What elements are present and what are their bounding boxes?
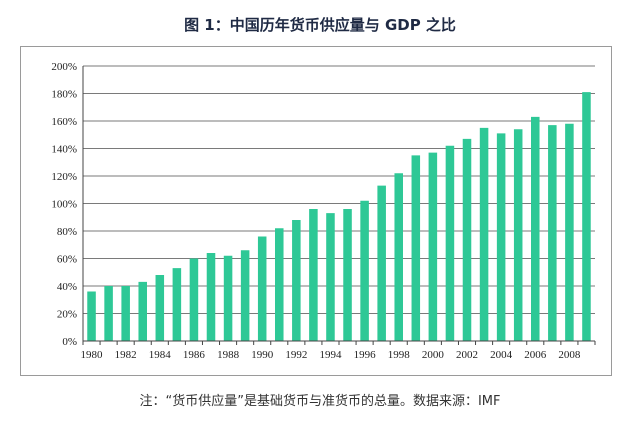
bar-1989 <box>240 250 250 341</box>
x-tick-label: 1994 <box>319 349 342 361</box>
money-supply-gdp-bar-chart: 0% 20% 40% 60% 80% 100% 120% 140% 160% 180% 200% 1… <box>51 61 596 361</box>
bar-2002 <box>462 138 472 341</box>
x-tick-labels: 1980 1982 1984 1986 1988 1990 1992 1994 1996 1998… <box>81 349 581 361</box>
bar-2005 <box>513 129 523 341</box>
bar-2009 <box>582 92 591 341</box>
x-tick-label: 1988 <box>217 349 240 361</box>
bar-1998 <box>394 173 403 341</box>
x-tick-label: 1992 <box>285 349 307 361</box>
bar-2008 <box>565 123 574 341</box>
bar-1996 <box>360 200 369 341</box>
x-tick-label: 1980 <box>81 349 104 361</box>
bar-1990 <box>257 236 267 341</box>
y-tick-label: 160% <box>51 116 77 128</box>
axes <box>82 66 596 345</box>
y-tick-label: 20% <box>57 309 77 321</box>
bar-1991 <box>275 228 284 341</box>
y-tick-label: 80% <box>57 226 77 238</box>
y-tick-labels: 0% 20% 40% 60% 80% 100% 120% 140% 160% 180% 200% <box>51 61 77 348</box>
x-tick-label: 1984 <box>149 349 172 361</box>
y-tick-label: 100% <box>51 199 77 211</box>
bar-1983 <box>138 281 147 341</box>
bar-2004 <box>496 133 506 341</box>
y-tick-label: 60% <box>57 254 77 266</box>
y-tick-label: 180% <box>51 89 77 101</box>
bar-1988 <box>223 255 233 341</box>
bar-1981 <box>104 286 113 341</box>
y-tick-label: 140% <box>51 144 77 156</box>
bar-2001 <box>445 145 455 341</box>
footnote: 注：“货币供应量”是基础货币与准货币的总量。数据来源：IMF <box>139 394 501 409</box>
chart-title: 图 1：中国历年货币供应量与 GDP 之比 <box>184 16 456 34</box>
bar-1987 <box>206 253 216 341</box>
bar-1993 <box>309 209 318 341</box>
chart-frame: 0% 20% 40% 60% 80% 100% 120% 140% 160% 180% 200% 1… <box>20 46 612 376</box>
x-tick-label: 1998 <box>388 349 411 361</box>
gridlines <box>83 65 595 314</box>
bar-2006 <box>531 116 540 341</box>
bars <box>87 92 591 341</box>
x-tick-label: 2002 <box>456 349 478 361</box>
y-tick-label: 200% <box>51 61 77 73</box>
x-tick-label: 2004 <box>490 349 512 361</box>
x-tick-label: 2006 <box>524 349 547 361</box>
x-tick-label: 2008 <box>558 349 581 361</box>
bar-2003 <box>479 127 489 341</box>
x-tick-label: 1990 <box>251 349 274 361</box>
bar-1995 <box>343 209 352 341</box>
bar-1986 <box>189 258 199 341</box>
y-tick-label: 40% <box>57 281 77 293</box>
x-tick-label: 1986 <box>183 349 206 361</box>
bar-1999 <box>411 155 421 341</box>
y-tick-label: 120% <box>51 171 77 183</box>
bar-2007 <box>548 125 557 341</box>
bar-1997 <box>377 185 386 341</box>
bar-1980 <box>87 291 96 341</box>
bar-1994 <box>326 213 335 341</box>
y-tick-label: 0% <box>62 336 77 348</box>
x-tick-label: 2000 <box>422 349 445 361</box>
x-tick-label: 1996 <box>354 349 377 361</box>
bar-1984 <box>155 275 165 341</box>
bar-1982 <box>121 286 130 341</box>
bar-1985 <box>172 268 182 341</box>
x-tick-label: 1982 <box>115 349 137 361</box>
bar-2000 <box>428 152 438 341</box>
bar-1992 <box>292 220 301 341</box>
